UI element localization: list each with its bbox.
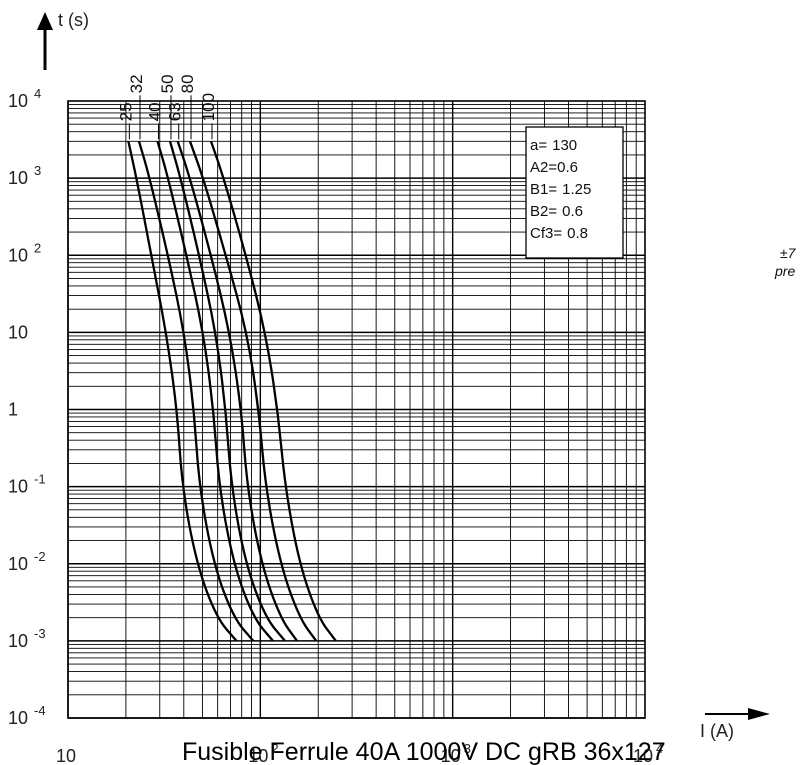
y-tick-label: 10 2 bbox=[8, 240, 41, 265]
legend-param-cf3: Cf3= 0.8 bbox=[530, 225, 588, 242]
legend-param-b1: B1= 1.25 bbox=[530, 181, 591, 198]
curve-label-40: 40 bbox=[146, 102, 165, 121]
y-tick-label: 1 bbox=[8, 400, 18, 420]
curve-label-32: 32 bbox=[127, 74, 146, 93]
y-tick-label: 10 -3 bbox=[8, 626, 46, 651]
parameter-legend: a= 130 A2=0.6 B1= 1.25 B2= 0.6 Cf3= 0.8 bbox=[525, 126, 624, 259]
x-axis-label: I (A) bbox=[700, 721, 734, 741]
x-tick-label: 10 2 bbox=[248, 741, 278, 765]
plot-grid bbox=[67, 100, 646, 719]
y-axis-arrow bbox=[37, 12, 53, 70]
legend-box bbox=[525, 126, 624, 259]
curve-80A bbox=[188, 140, 318, 642]
curve-40A bbox=[156, 140, 274, 642]
curve-50A bbox=[168, 140, 286, 642]
legend-param-a2: A2=0.6 bbox=[530, 159, 578, 176]
x-tick-labels: 10 10 2 10 3 10 4 bbox=[56, 741, 663, 765]
curve-32A bbox=[137, 140, 255, 642]
x-tick-label: 10 4 bbox=[633, 741, 663, 765]
legend-param-b2: B2= 0.6 bbox=[530, 203, 583, 220]
curve-label-50: 50 bbox=[158, 74, 177, 93]
curve-label-80: 80 bbox=[178, 74, 197, 93]
side-note-pre: pre bbox=[774, 263, 795, 279]
fuse-curves bbox=[127, 140, 337, 642]
y-tick-label: 10 -4 bbox=[8, 703, 46, 728]
y-tick-label: 10 3 bbox=[8, 163, 41, 188]
y-tick-label: 10 4 bbox=[8, 86, 41, 111]
plot-frame bbox=[67, 100, 646, 719]
curve-label-25: 25 bbox=[116, 102, 135, 121]
x-tick-label: 10 3 bbox=[441, 741, 471, 765]
y-tick-label: 10 bbox=[8, 322, 28, 342]
x-axis-arrow bbox=[705, 708, 770, 720]
side-note-tolerance: ±7 bbox=[780, 245, 797, 261]
curve-label-63: 63 bbox=[166, 102, 185, 121]
y-tick-label: 10 -2 bbox=[8, 549, 46, 574]
y-tick-label: 10 -1 bbox=[8, 472, 46, 497]
chart-title: Fusible Ferrule 40A 1000V DC gRB 36x127 bbox=[182, 738, 666, 765]
curve-63A bbox=[176, 140, 298, 642]
x-tick-label: 10 bbox=[56, 746, 76, 765]
curve-label-100: 100 bbox=[199, 93, 218, 121]
curve-100A bbox=[209, 140, 337, 642]
y-axis-label: t (s) bbox=[58, 10, 89, 30]
legend-param-a: a= 130 bbox=[530, 137, 577, 154]
curve-25A bbox=[127, 141, 238, 642]
